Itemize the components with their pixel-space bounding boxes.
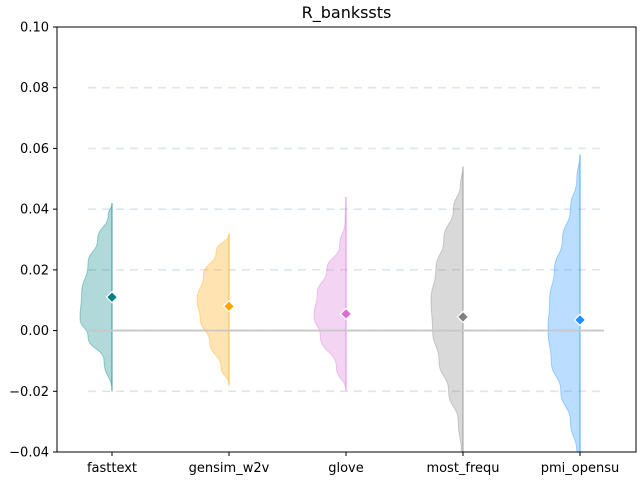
y-tick-label: 0.02 — [20, 263, 49, 278]
violin-shape — [79, 203, 113, 392]
x-tick-label: pmi_opensu — [541, 461, 619, 476]
x-tick-label: fasttext — [87, 461, 137, 476]
mean-marker — [222, 299, 236, 313]
x-tick-label: most_frequ — [426, 461, 499, 476]
violin-group — [313, 196, 347, 392]
y-tick-label: −0.02 — [9, 385, 49, 400]
x-tick-label: gensim_w2v — [189, 461, 270, 476]
violin-shape — [430, 166, 464, 452]
violin-shape — [313, 196, 347, 392]
chart-title: R_bankssts — [302, 3, 392, 23]
y-tick-label: 0.00 — [20, 324, 49, 339]
y-tick-label: 0.10 — [20, 21, 49, 36]
violin-group — [547, 154, 581, 452]
violin-layer — [79, 154, 604, 452]
mean-marker — [105, 290, 119, 304]
violin-group — [430, 166, 464, 452]
violin-shape — [196, 233, 230, 386]
mean-marker — [573, 313, 587, 327]
mean-marker — [339, 307, 353, 321]
axes-layer: −0.04 −0.02 0.00 0.02 0.04 0.06 0.08 0.10 fastte… — [9, 21, 637, 476]
violin-group — [196, 233, 230, 386]
mean-marker — [456, 310, 470, 324]
y-tick-label: 0.04 — [20, 203, 49, 218]
y-tick-label: 0.06 — [20, 142, 49, 157]
y-tick-label: −0.04 — [9, 446, 49, 461]
x-tick-label: glove — [328, 461, 364, 476]
y-tick-label: 0.08 — [20, 81, 49, 96]
violin-shape — [547, 154, 581, 452]
